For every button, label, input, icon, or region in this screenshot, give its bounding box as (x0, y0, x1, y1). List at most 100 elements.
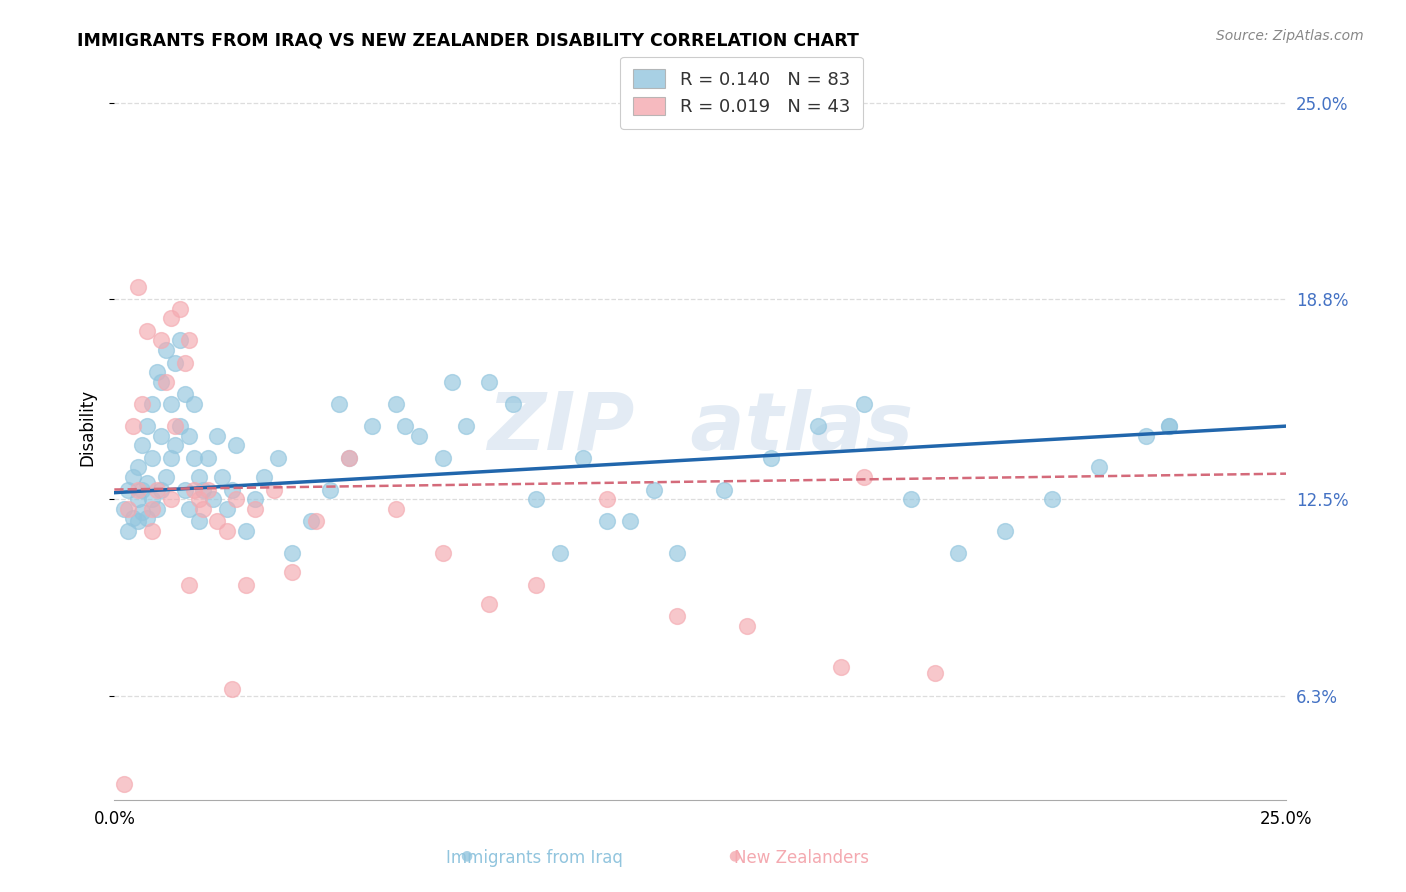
Point (183, 450, 205, 465)
Point (122, 511, 145, 525)
Point (665, 609, 688, 624)
Point (187, 470, 209, 484)
Point (155, 375, 177, 389)
Point (127, 491, 149, 506)
Y-axis label: Disability: Disability (79, 389, 96, 467)
Text: Immigrants from Iraq: Immigrants from Iraq (446, 849, 623, 867)
Point (432, 546, 454, 560)
Point (454, 419, 477, 434)
Point (141, 450, 163, 465)
Point (759, 450, 782, 465)
Point (384, 397, 406, 411)
Point (127, 483, 149, 497)
Point (159, 491, 181, 506)
Point (1040, 491, 1063, 506)
Point (305, 514, 328, 528)
Point (595, 491, 617, 506)
Text: New Zealanders: New Zealanders (734, 849, 869, 867)
Point (267, 450, 290, 465)
Point (155, 343, 177, 357)
Point (155, 470, 177, 484)
Point (122, 470, 145, 484)
Point (502, 397, 524, 411)
Point (1159, 419, 1181, 434)
Point (253, 470, 276, 484)
Point (263, 483, 285, 497)
Point (141, 397, 163, 411)
Point (337, 450, 360, 465)
Point (524, 491, 547, 506)
Point (193, 483, 215, 497)
Point (432, 450, 454, 465)
Point (225, 491, 247, 506)
Point (281, 546, 304, 560)
Point (131, 438, 153, 452)
Point (183, 483, 205, 497)
Point (440, 375, 463, 389)
Point (141, 501, 163, 516)
Point (384, 501, 406, 516)
Point (524, 577, 547, 591)
Point (853, 397, 876, 411)
Point (197, 483, 219, 497)
Point (150, 334, 173, 348)
Point (112, 501, 135, 516)
Point (281, 565, 304, 579)
Point (150, 375, 173, 389)
Point (478, 375, 501, 389)
Point (643, 483, 665, 497)
Point (197, 450, 219, 465)
Point (169, 334, 191, 348)
Point (131, 483, 153, 497)
Point (150, 483, 173, 497)
Point (713, 483, 735, 497)
Point (243, 491, 266, 506)
Point (187, 491, 209, 506)
Point (131, 505, 153, 519)
Point (207, 514, 229, 528)
Point (159, 397, 181, 411)
Point (337, 450, 360, 465)
Point (127, 460, 149, 475)
Text: IMMIGRANTS FROM IRAQ VS NEW ZEALANDER DISABILITY CORRELATION CHART: IMMIGRANTS FROM IRAQ VS NEW ZEALANDER DI… (77, 31, 859, 49)
Point (145, 501, 167, 516)
Point (1159, 419, 1181, 434)
Point (187, 514, 209, 528)
Point (853, 470, 876, 484)
Point (408, 428, 430, 442)
Point (179, 577, 201, 591)
Point (572, 450, 595, 465)
Point (165, 438, 187, 452)
Point (319, 483, 342, 497)
Point (394, 419, 416, 434)
Point (221, 483, 243, 497)
Point (169, 419, 191, 434)
Point (183, 397, 205, 411)
Point (207, 428, 229, 442)
Point (243, 501, 266, 516)
Point (127, 279, 149, 293)
Point (173, 387, 195, 401)
Point (165, 356, 187, 370)
Text: Source: ZipAtlas.com: Source: ZipAtlas.com (1216, 29, 1364, 43)
Point (159, 450, 181, 465)
Point (830, 660, 852, 674)
Point (141, 524, 163, 538)
Point (1088, 460, 1111, 475)
Point (595, 514, 617, 528)
Point (117, 501, 139, 516)
Point (807, 419, 830, 434)
Point (141, 491, 163, 506)
Point (165, 419, 187, 434)
Point (173, 356, 195, 370)
Point (328, 397, 350, 411)
Point (112, 777, 135, 791)
Point (215, 501, 238, 516)
Point (735, 619, 758, 633)
Point (215, 524, 238, 538)
Point (299, 514, 322, 528)
Point (548, 546, 571, 560)
Point (145, 483, 167, 497)
Point (136, 324, 159, 338)
Point (169, 301, 191, 316)
